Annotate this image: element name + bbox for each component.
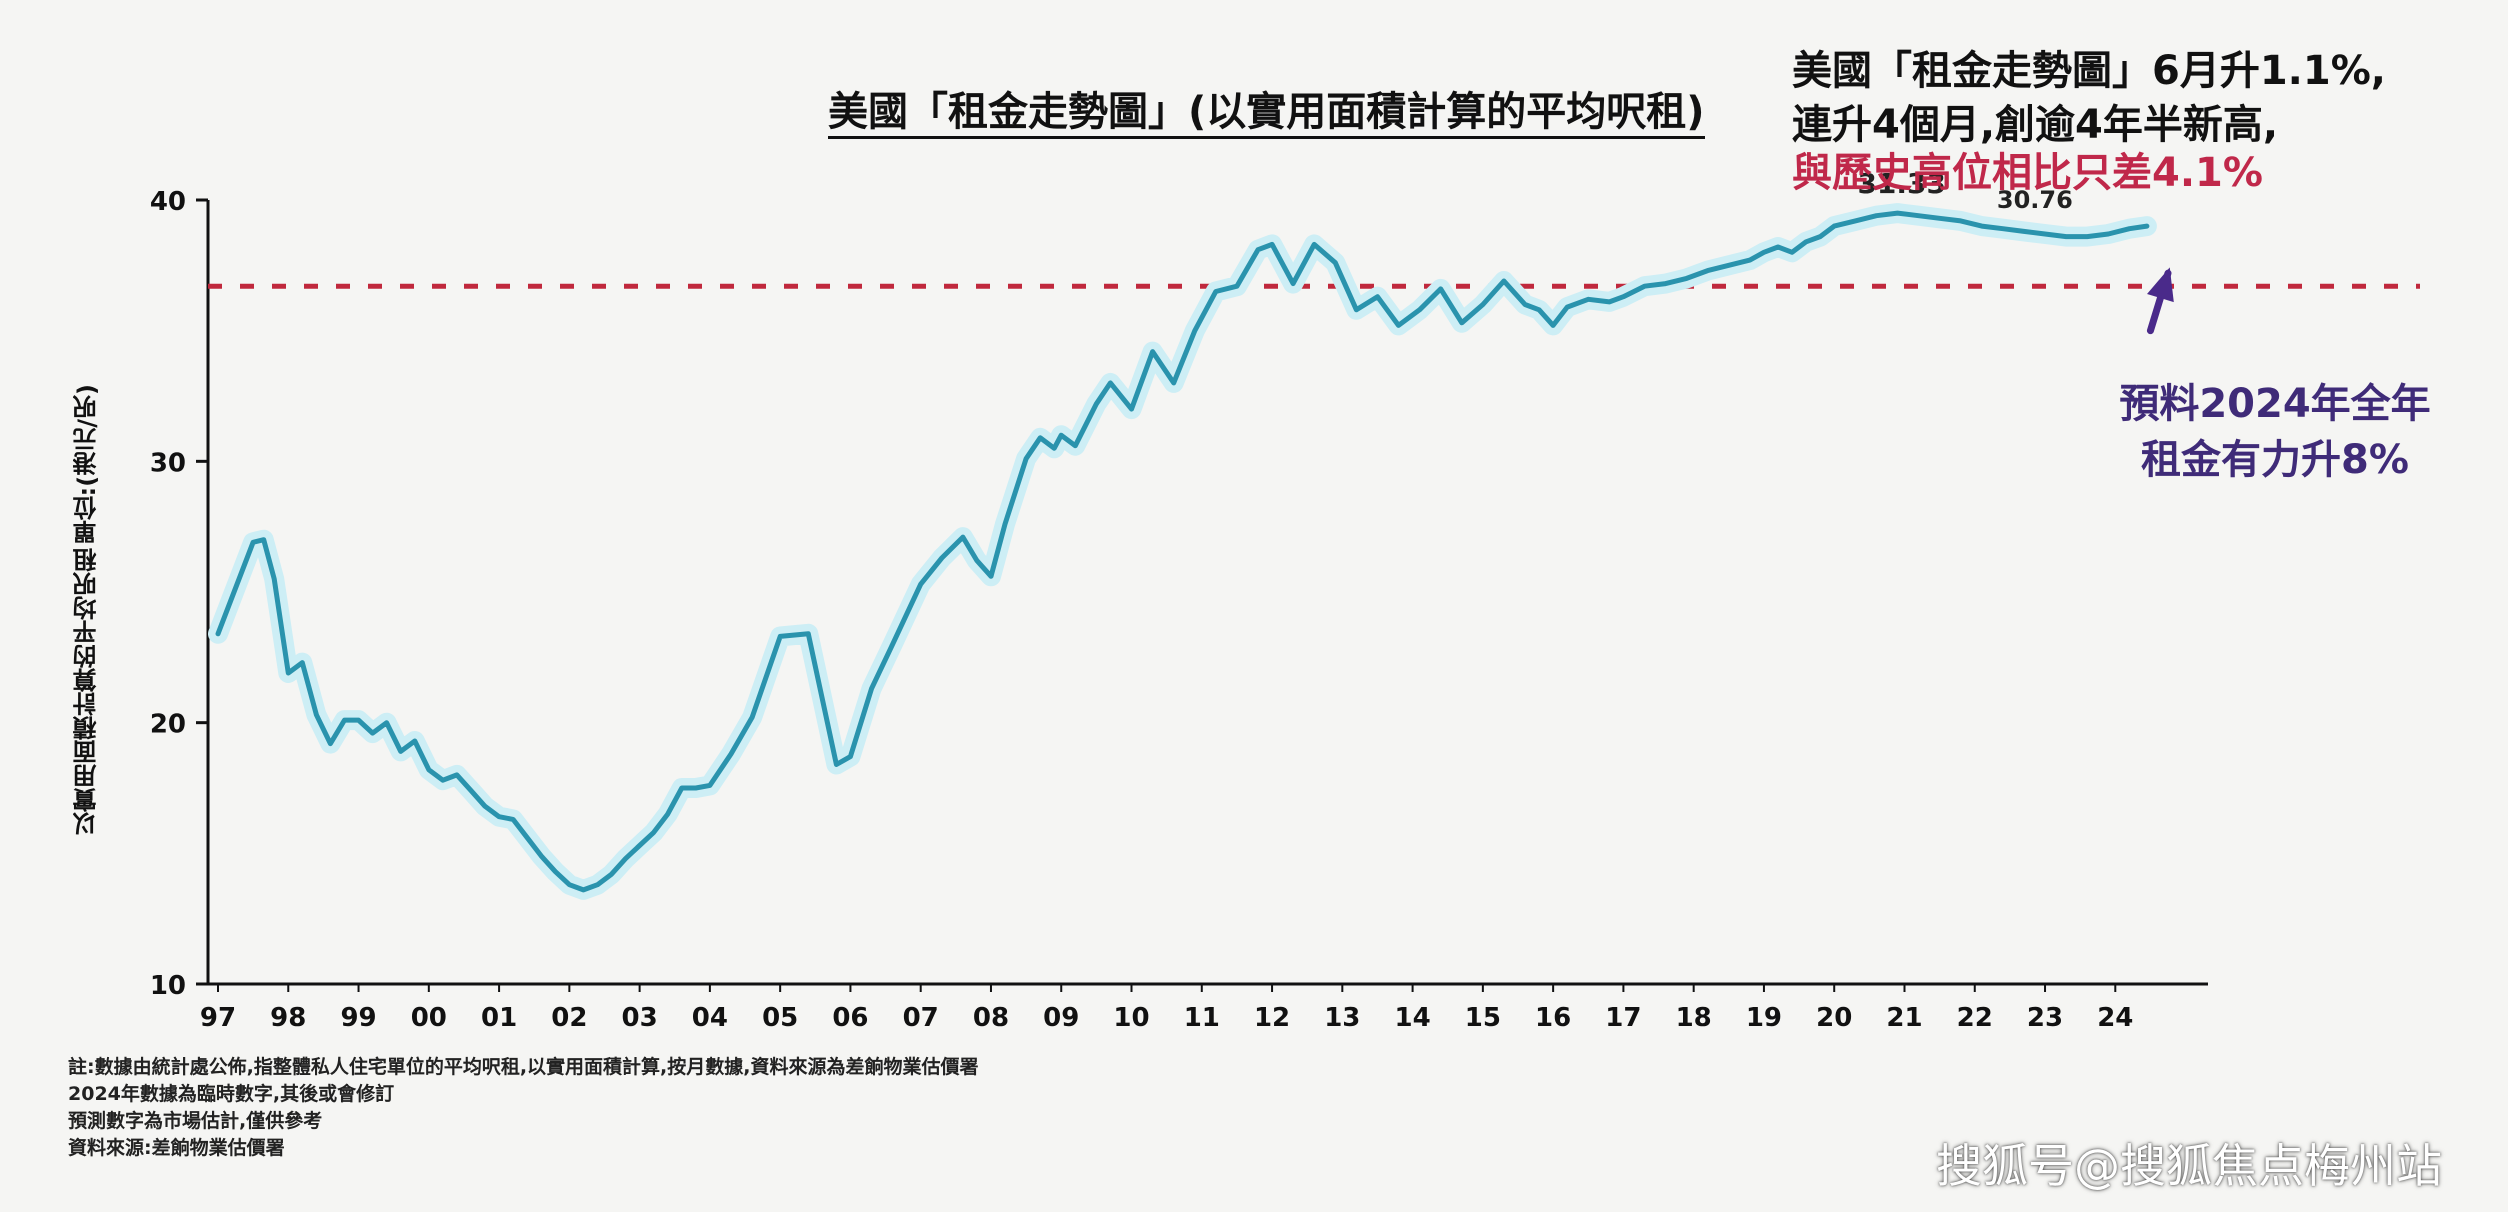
x-tick-label: 13 xyxy=(1324,1003,1360,1033)
y-tick-label: 10 xyxy=(150,971,186,1001)
x-tick-label: 12 xyxy=(1254,1003,1290,1033)
forecast-line-2: 租金有力升8% xyxy=(2141,437,2409,483)
x-ticks: 97 98 99 00 01 02 03 04 05 06 07 08 09 10 11 12 13 14 15 16… xyxy=(200,984,2133,1033)
y-axis-label-line-1: 單位:(港元/呎) xyxy=(72,383,101,545)
x-tick-label: 18 xyxy=(1676,1003,1712,1033)
forecast-arrow-head xyxy=(2147,267,2174,303)
annotation-line-2: 連升4個月,創逾4年半新高, xyxy=(1792,102,2279,148)
x-tick-label: 22 xyxy=(1957,1003,1993,1033)
axes xyxy=(206,200,2208,986)
x-tick-label: 97 xyxy=(200,1003,236,1033)
y-axis-label: 單位:(港元/呎) 以實用面積計算的平均呎租 xyxy=(36,384,136,836)
x-tick-label: 05 xyxy=(762,1003,798,1033)
x-tick-label: 21 xyxy=(1886,1003,1922,1033)
y-tick-label: 30 xyxy=(150,448,186,478)
chart-title: 美國「租金走勢圖」(以實用面積計算的平均呎租) xyxy=(828,88,1705,139)
watermark: 搜狐号@搜狐焦点梅州站 xyxy=(1936,1139,2442,1193)
y-tick-label: 40 xyxy=(150,187,186,217)
forecast-arrow xyxy=(2146,267,2174,335)
x-tick-label: 17 xyxy=(1605,1003,1641,1033)
footnote-line-4: 資料來源:差餉物業估價署 xyxy=(68,1137,285,1159)
footnote-line-3: 預測數字為市場估計,僅供參考 xyxy=(68,1110,323,1132)
x-tick-label: 11 xyxy=(1184,1003,1220,1033)
x-tick-label: 04 xyxy=(692,1003,728,1033)
y-ticks: 10 20 30 40 xyxy=(150,187,208,1001)
x-tick-label: 15 xyxy=(1465,1003,1501,1033)
footnote: 註:數據由統計處公佈,指整體私人住宅單位的平均呎租,以實用面積計算,按月數據,資… xyxy=(68,1054,1548,1162)
x-tick-label: 06 xyxy=(832,1003,868,1033)
x-tick-label: 08 xyxy=(973,1003,1009,1033)
x-tick-label: 98 xyxy=(270,1003,306,1033)
forecast-line-1: 預料2024年全年 xyxy=(2119,381,2431,427)
x-tick-label: 16 xyxy=(1535,1003,1571,1033)
footnote-line-2: 2024年數據為臨時數字,其後或會修訂 xyxy=(68,1083,395,1105)
x-tick-label: 20 xyxy=(1816,1003,1852,1033)
x-tick-label: 07 xyxy=(903,1003,939,1033)
x-tick-label: 01 xyxy=(481,1003,517,1033)
annotation-line-1: 美國「租金走勢圖」6月升1.1%, xyxy=(1792,48,2386,94)
series-line-glow xyxy=(208,203,2157,900)
x-tick-label: 14 xyxy=(1395,1003,1431,1033)
x-tick-label: 19 xyxy=(1746,1003,1782,1033)
annotation-line-3: 與歷史高位相比只差4.1% xyxy=(1792,150,2263,196)
x-tick-label: 00 xyxy=(411,1003,447,1033)
x-tick-label: 02 xyxy=(551,1003,587,1033)
x-tick-label: 09 xyxy=(1043,1003,1079,1033)
forecast-note: 預料2024年全年 租金有力升8% xyxy=(2090,376,2460,488)
current-value-label: 30.76 xyxy=(1997,186,2073,214)
x-tick-label: 23 xyxy=(2027,1003,2063,1033)
peak-value-label: 31.33 xyxy=(1857,167,1946,200)
x-tick-label: 99 xyxy=(340,1003,376,1033)
x-tick-label: 03 xyxy=(622,1003,658,1033)
series-line xyxy=(215,210,2150,893)
x-tick-label: 10 xyxy=(1113,1003,1149,1033)
y-axis-label-line-2: 以實用面積計算的平均呎租 xyxy=(72,548,101,837)
x-tick-label: 24 xyxy=(2097,1003,2133,1033)
footnote-line-1: 註:數據由統計處公佈,指整體私人住宅單位的平均呎租,以實用面積計算,按月數據,資… xyxy=(68,1056,979,1078)
y-tick-label: 20 xyxy=(150,710,186,740)
